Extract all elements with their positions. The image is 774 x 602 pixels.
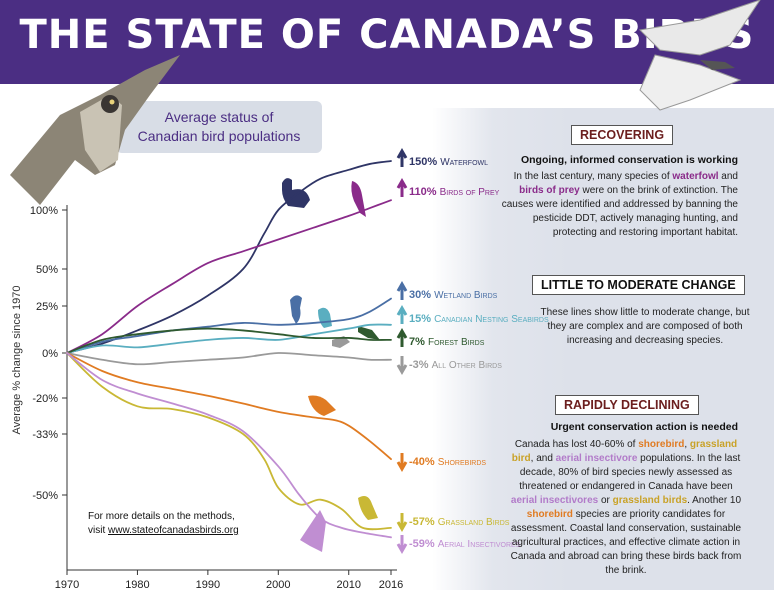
body-text-run: birds of prey bbox=[519, 185, 580, 196]
recovering-heading: RECOVERING bbox=[571, 125, 674, 145]
recovering-subheading: Ongoing, informed conservation is workin… bbox=[520, 154, 738, 166]
declining-subheading: Urgent conservation action is needed bbox=[550, 421, 738, 433]
x-tick-label: 1990 bbox=[196, 579, 220, 591]
series-label-grassland-birds: -57% Grassland Birds bbox=[396, 513, 510, 533]
average-status-line2: Canadian bird populations bbox=[137, 128, 301, 144]
x-tick-label: 2010 bbox=[336, 579, 360, 591]
body-text-run: species are priority candidates for asse… bbox=[510, 509, 742, 576]
series-line-waterfowl bbox=[66, 160, 392, 354]
body-text-run: . Another 10 bbox=[687, 495, 742, 506]
up-arrow-icon bbox=[396, 304, 408, 324]
body-text-run: grassland bird bbox=[511, 439, 738, 464]
little-change-body: These lines show little to moderate chan… bbox=[540, 306, 750, 348]
other-bird-silhouette bbox=[332, 336, 350, 348]
down-arrow-icon bbox=[396, 513, 408, 533]
little-change-heading: LITTLE TO MODERATE CHANGE bbox=[532, 275, 745, 295]
declining-heading: RAPIDLY DECLINING bbox=[555, 395, 699, 415]
body-text-run: These lines show little to moderate chan… bbox=[540, 307, 750, 346]
up-arrow-icon bbox=[396, 327, 408, 347]
series-label-waterfowl: 150% Waterfowl bbox=[396, 147, 488, 168]
series-label-text: -57% Grassland Birds bbox=[409, 516, 510, 528]
series-label-aerial-insectivores: -59% Aerial Insectivores bbox=[396, 535, 521, 555]
body-text-run: and bbox=[718, 171, 738, 182]
series-line-aerial-insectivores bbox=[66, 352, 392, 539]
body-text-run: , and bbox=[530, 453, 556, 464]
y-tick-label: -50% bbox=[32, 490, 58, 502]
forest-bird-silhouette bbox=[358, 326, 380, 340]
y-tick-label: 50% bbox=[36, 264, 58, 276]
body-text-run: or bbox=[598, 495, 613, 506]
hawk-silhouette bbox=[351, 181, 366, 217]
body-text-run: , bbox=[684, 439, 690, 450]
series-label-wetland-birds: 30% Wetland Birds bbox=[396, 280, 498, 301]
x-tick-label: 1970 bbox=[55, 579, 79, 591]
series-label-text: 150% Waterfowl bbox=[409, 156, 488, 168]
series-label-birds-of-prey: 110% Birds of Prey bbox=[396, 177, 500, 198]
series-line-canadian-nesting-seabirds bbox=[66, 323, 392, 354]
series-line-shorebirds bbox=[66, 352, 392, 461]
series-line-birds-of-prey bbox=[66, 199, 392, 354]
y-tick-label: 100% bbox=[30, 205, 58, 217]
website-link[interactable]: www.stateofcanadasbirds.org bbox=[108, 525, 239, 536]
y-tick-label: -20% bbox=[32, 393, 58, 405]
series-label-shorebirds: -40% Shorebirds bbox=[396, 453, 486, 473]
down-arrow-icon bbox=[396, 356, 408, 376]
methods-note-prefix: visit bbox=[88, 525, 108, 536]
body-text-run: grassland birds bbox=[612, 495, 688, 506]
heron-silhouette bbox=[290, 295, 302, 324]
recovering-body: In the last century, many species of wat… bbox=[500, 170, 738, 240]
declining-body: Canada has lost 40-60% of shorebird, gra… bbox=[506, 438, 746, 578]
body-text-run: shorebird bbox=[638, 439, 685, 450]
series-label-forest-birds: 7% Forest Birds bbox=[396, 327, 485, 348]
body-text-run: aerial insectivore bbox=[555, 453, 638, 464]
bird-silhouettes bbox=[282, 178, 380, 552]
falcon-illustration bbox=[10, 55, 180, 205]
series-label-text: 15% Canadian Nesting Seabirds bbox=[409, 313, 549, 325]
y-tick-label: 0% bbox=[42, 348, 58, 360]
series-label-all-other-birds: -3% All Other Birds bbox=[396, 356, 502, 376]
up-arrow-icon bbox=[396, 177, 408, 197]
title-banner: THE STATE OF CANADA’S BIRDS bbox=[0, 0, 774, 84]
gulls-illustration bbox=[638, 0, 761, 111]
page-title: THE STATE OF CANADA’S BIRDS bbox=[19, 12, 755, 58]
text-panel-background bbox=[432, 108, 774, 590]
down-arrow-icon bbox=[396, 453, 408, 473]
shorebird-silhouette bbox=[308, 395, 336, 416]
up-arrow-icon bbox=[396, 280, 408, 300]
series-line-forest-birds bbox=[66, 327, 392, 354]
seabird-silhouette bbox=[318, 307, 332, 328]
series-line-all-other-birds bbox=[66, 352, 392, 366]
series-line-wetland-birds bbox=[66, 297, 392, 354]
grassland-bird-silhouette bbox=[358, 496, 378, 520]
average-status-box: Average status of Canadian bird populati… bbox=[116, 101, 322, 153]
body-text-run: waterfowl bbox=[672, 171, 719, 182]
series-label-text: -3% All Other Birds bbox=[409, 359, 502, 371]
series-label-text: -40% Shorebirds bbox=[409, 456, 486, 468]
methods-note-line1: For more details on the methods, bbox=[88, 511, 235, 522]
down-arrow-icon bbox=[396, 535, 408, 555]
series-label-canadian-nesting-seabirds: 15% Canadian Nesting Seabirds bbox=[396, 304, 549, 325]
average-status-line1: Average status of bbox=[164, 109, 274, 125]
x-tick-label: 2000 bbox=[266, 579, 290, 591]
body-text-run: populations. In the last decade, 80% of … bbox=[519, 453, 741, 492]
series-line-grassland-birds bbox=[66, 352, 392, 531]
body-text-run: aerial insectivores bbox=[510, 495, 599, 506]
methods-note: For more details on the methods, visit w… bbox=[88, 510, 239, 538]
body-text-run: In the last century, many species of bbox=[513, 171, 673, 182]
series-label-text: 110% Birds of Prey bbox=[409, 186, 500, 198]
y-axis-label: Average % change since 1970 bbox=[11, 285, 23, 434]
y-tick-label: -33% bbox=[32, 429, 58, 441]
up-arrow-icon bbox=[396, 147, 408, 167]
series-label-text: -59% Aerial Insectivores bbox=[409, 538, 521, 550]
body-text-run: shorebird bbox=[526, 509, 573, 520]
x-tick-label: 1980 bbox=[125, 579, 149, 591]
body-text-run: were on the brink of extinction. The cau… bbox=[501, 185, 738, 238]
series-label-text: 7% Forest Birds bbox=[409, 336, 485, 348]
series-label-text: 30% Wetland Birds bbox=[409, 289, 498, 301]
swallow-silhouette bbox=[300, 510, 326, 552]
y-tick-label: 25% bbox=[36, 301, 58, 313]
x-tick-label: 2016 bbox=[379, 579, 403, 591]
body-text-run: Canada has lost 40-60% of bbox=[514, 439, 639, 450]
